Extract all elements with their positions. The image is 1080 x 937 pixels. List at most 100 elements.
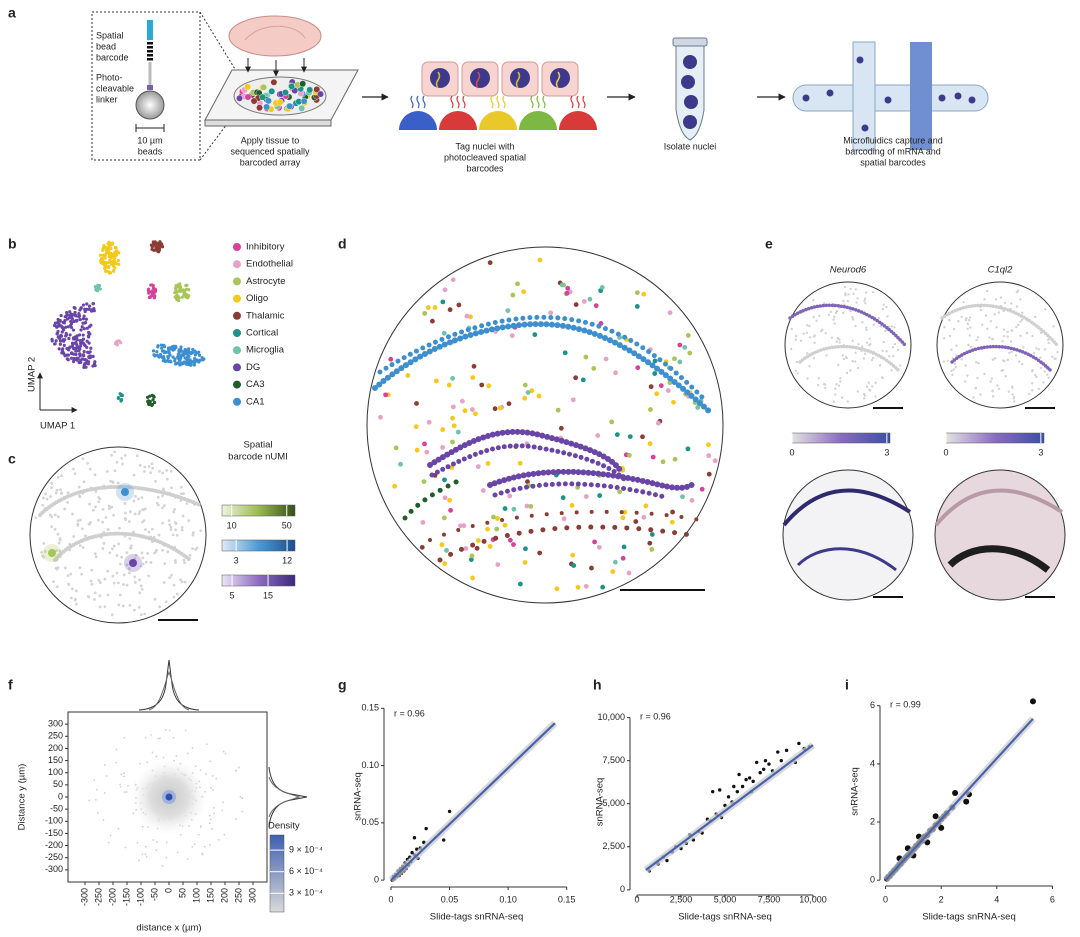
bead-point <box>470 575 475 581</box>
bead-point <box>620 515 626 521</box>
x-tick-label: 0 <box>883 894 888 904</box>
bead-point <box>115 460 119 464</box>
umap-point <box>110 242 114 247</box>
bead-point <box>188 553 192 557</box>
density-point <box>139 762 141 765</box>
bead-point <box>1031 382 1034 385</box>
bead-label: bead <box>96 41 116 51</box>
bead-point <box>164 600 168 604</box>
bead-point <box>890 325 894 328</box>
bead-point <box>98 497 102 501</box>
bead-point <box>442 495 448 501</box>
bead-point <box>139 613 143 617</box>
bead-point <box>128 510 132 514</box>
bead-point <box>103 577 107 581</box>
bead-point <box>132 499 136 503</box>
bead-point <box>1054 357 1057 361</box>
bead-point <box>555 407 561 413</box>
bead-point <box>137 497 140 501</box>
y-tick-label: -150 <box>45 828 63 838</box>
bead-point <box>494 526 500 532</box>
slide-edge <box>204 119 332 127</box>
bead-point <box>843 285 847 289</box>
bead-point <box>950 348 953 351</box>
bead-point <box>837 337 840 340</box>
bead-point <box>621 544 627 550</box>
tissue-layer <box>947 545 1051 573</box>
bead-point <box>55 585 59 589</box>
density-point <box>141 853 144 855</box>
colorbar-title: Density <box>268 821 300 832</box>
umap-point <box>72 305 76 310</box>
density-point <box>208 822 211 825</box>
x-tick-label: -100 <box>135 888 145 906</box>
bead-point <box>633 519 639 524</box>
bead-point <box>794 338 797 341</box>
tissue-layer <box>782 488 912 527</box>
bead-point <box>862 357 866 360</box>
bead-point <box>120 456 124 460</box>
nucleus <box>470 68 490 88</box>
y-tick-label: -300 <box>45 864 63 874</box>
bead-point <box>569 503 575 508</box>
umap-point <box>81 321 85 325</box>
barcode <box>582 95 586 109</box>
y-tick-label: 0.10 <box>361 760 379 770</box>
density-point <box>191 747 194 749</box>
bead-point <box>158 605 161 609</box>
bead-point <box>573 302 579 307</box>
bead-point <box>1047 376 1050 380</box>
density-point <box>191 845 194 848</box>
bead-point <box>66 574 70 578</box>
droplet <box>968 96 976 104</box>
bead <box>399 111 437 130</box>
mrna <box>555 71 561 89</box>
bead-point <box>672 356 677 362</box>
umap-point <box>115 343 119 347</box>
bead-point <box>53 513 57 517</box>
bead-point <box>161 494 164 498</box>
umap-point <box>193 353 197 357</box>
legend-swatch <box>233 380 241 389</box>
bead-point <box>845 371 849 375</box>
bead-point <box>1037 387 1040 391</box>
droplet <box>826 89 834 97</box>
bead-point <box>819 329 823 333</box>
array-bead <box>270 78 278 86</box>
bead-point <box>88 467 92 471</box>
umap-point <box>74 349 78 353</box>
bead-point <box>448 507 453 513</box>
bead-point <box>169 469 173 473</box>
density-point <box>213 807 215 809</box>
bead-point <box>101 507 105 511</box>
bead-point <box>140 496 144 499</box>
bead-point <box>121 604 125 608</box>
y-axis-label: snRNA-seq <box>353 772 364 821</box>
bead-point <box>975 338 978 342</box>
umap-point <box>93 285 97 289</box>
barcode <box>416 95 420 109</box>
bead-point <box>885 350 888 353</box>
density-point <box>211 828 213 830</box>
density-point <box>123 736 126 739</box>
umap-point <box>82 350 86 354</box>
bead-point <box>1019 298 1022 301</box>
bead-point <box>123 501 127 505</box>
bead-point <box>181 514 185 518</box>
umap-point <box>104 245 108 250</box>
tissue <box>228 15 322 57</box>
bead-point <box>90 582 94 586</box>
bead-point <box>881 349 884 352</box>
umap-point <box>156 249 160 254</box>
bead-point <box>81 546 85 549</box>
umap-point <box>109 255 113 260</box>
bead-point <box>845 356 848 360</box>
umap-point <box>85 307 89 311</box>
bead-point <box>507 537 513 543</box>
umap-point <box>150 290 154 294</box>
bead-point <box>115 554 119 557</box>
panel-label: d <box>338 236 347 252</box>
bead-point <box>882 303 885 306</box>
umap-point <box>111 252 116 256</box>
bead-point <box>112 513 115 517</box>
